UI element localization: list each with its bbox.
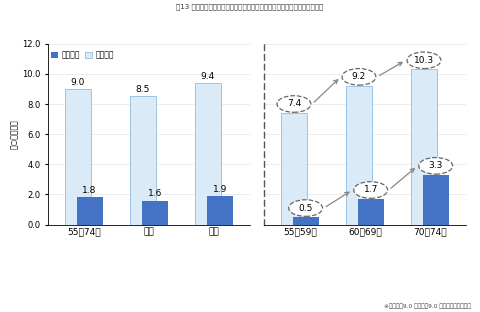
Ellipse shape: [407, 52, 441, 69]
Text: 7.4: 7.4: [287, 100, 301, 109]
Text: 1.7: 1.7: [363, 185, 378, 194]
Bar: [130, 96, 156, 225]
Bar: [142, 201, 168, 225]
Bar: [77, 197, 103, 225]
Text: 0.5: 0.5: [299, 206, 313, 215]
Bar: [65, 89, 91, 225]
Bar: [195, 83, 221, 225]
Ellipse shape: [277, 96, 311, 112]
Text: 9.0: 9.0: [71, 78, 85, 87]
Text: 10.3: 10.3: [414, 58, 434, 67]
Ellipse shape: [342, 69, 376, 85]
Bar: [293, 217, 319, 225]
Text: 8.5: 8.5: [136, 85, 150, 94]
Text: 1.8: 1.8: [83, 186, 97, 195]
Text: 3.3: 3.3: [429, 163, 443, 173]
Text: 9.4: 9.4: [201, 72, 215, 80]
Text: 0.5: 0.5: [299, 203, 313, 212]
Text: 9.2: 9.2: [352, 75, 366, 84]
Text: 図13 「「心の年齢」と「体の年齢」は実年齢プラス／マイナスの平均値」: 図13 「「心の年齢」と「体の年齢」は実年齢プラス／マイナスの平均値」: [176, 3, 323, 10]
Ellipse shape: [288, 200, 323, 216]
Bar: [423, 175, 449, 225]
Text: 10.3: 10.3: [414, 56, 434, 65]
Ellipse shape: [354, 182, 387, 198]
Bar: [358, 199, 384, 225]
Text: 7.4: 7.4: [287, 102, 301, 111]
Bar: [411, 69, 437, 225]
Text: 1.7: 1.7: [363, 188, 378, 197]
Legend: 体の年齢, 心の年齢: 体の年齢, 心の年齢: [48, 47, 117, 63]
Y-axis label: （○歳若い）: （○歳若い）: [10, 119, 19, 149]
Text: 9.2: 9.2: [352, 72, 366, 81]
Text: 1.6: 1.6: [147, 189, 162, 198]
Bar: [207, 196, 233, 225]
Bar: [281, 113, 307, 225]
Text: ※例えば「9.0 歳」は「9.0 歳若い」という意味: ※例えば「9.0 歳」は「9.0 歳若い」という意味: [384, 303, 470, 309]
Text: 3.3: 3.3: [429, 161, 443, 170]
Text: 1.9: 1.9: [213, 185, 227, 194]
Ellipse shape: [419, 158, 453, 174]
Bar: [346, 86, 372, 225]
